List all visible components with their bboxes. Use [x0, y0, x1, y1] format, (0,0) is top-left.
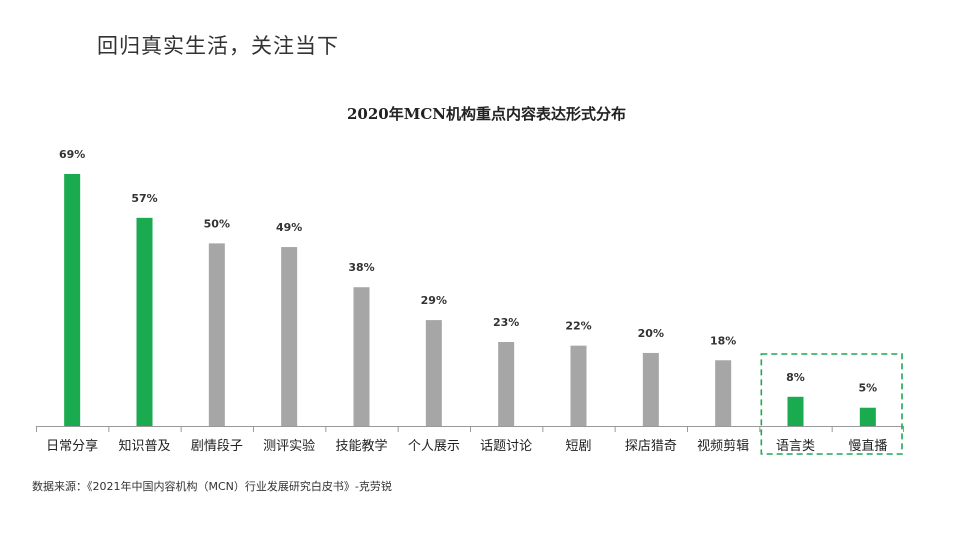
- data-label: 29%: [421, 294, 447, 307]
- bar: [570, 345, 587, 426]
- data-label: 57%: [131, 192, 157, 205]
- bar: [353, 287, 370, 426]
- x-tick-label: 视频剪辑: [697, 438, 749, 454]
- bar: [425, 320, 442, 426]
- bar: [642, 352, 659, 426]
- bar: [715, 360, 732, 426]
- data-label: 22%: [565, 320, 591, 333]
- data-label: 23%: [493, 316, 519, 329]
- data-label: 38%: [348, 261, 374, 274]
- chart-title: 2020年MCN机构重点内容表达形式分布: [346, 105, 626, 123]
- data-label: 20%: [638, 327, 664, 340]
- x-tick-label: 知识普及: [118, 438, 170, 454]
- bar: [64, 174, 81, 426]
- x-tick-label: 日常分享: [46, 438, 98, 454]
- source-note: 数据来源：《2021年中国内容机构（MCN）行业发展研究白皮书》-克劳锐: [32, 480, 392, 493]
- x-tick-label: 探店猎奇: [625, 438, 677, 454]
- x-tick-label: 慢直播: [848, 438, 887, 454]
- data-label: 8%: [786, 371, 805, 384]
- bar: [787, 396, 804, 426]
- bar: [136, 217, 153, 426]
- data-label: 69%: [59, 148, 85, 161]
- x-tick-label: 语言类: [776, 439, 815, 454]
- x-tick-label: 测评实验: [263, 438, 315, 454]
- highlight-box: [760, 353, 903, 455]
- x-tick-label: 技能教学: [335, 438, 387, 454]
- data-label: 49%: [276, 221, 302, 234]
- bar: [208, 243, 225, 426]
- page-title: 回归真实生活，关注当下: [97, 34, 339, 58]
- bar: [498, 342, 515, 426]
- data-label: 5%: [858, 382, 877, 395]
- x-tick-label: 短剧: [565, 439, 591, 454]
- bar: [281, 247, 298, 426]
- x-tick-label: 个人展示: [408, 439, 460, 454]
- data-label: 50%: [204, 217, 230, 230]
- data-label: 18%: [710, 334, 736, 347]
- x-tick-label: 剧情段子: [191, 439, 243, 454]
- x-tick-label: 话题讨论: [480, 439, 532, 454]
- bar: [859, 407, 876, 426]
